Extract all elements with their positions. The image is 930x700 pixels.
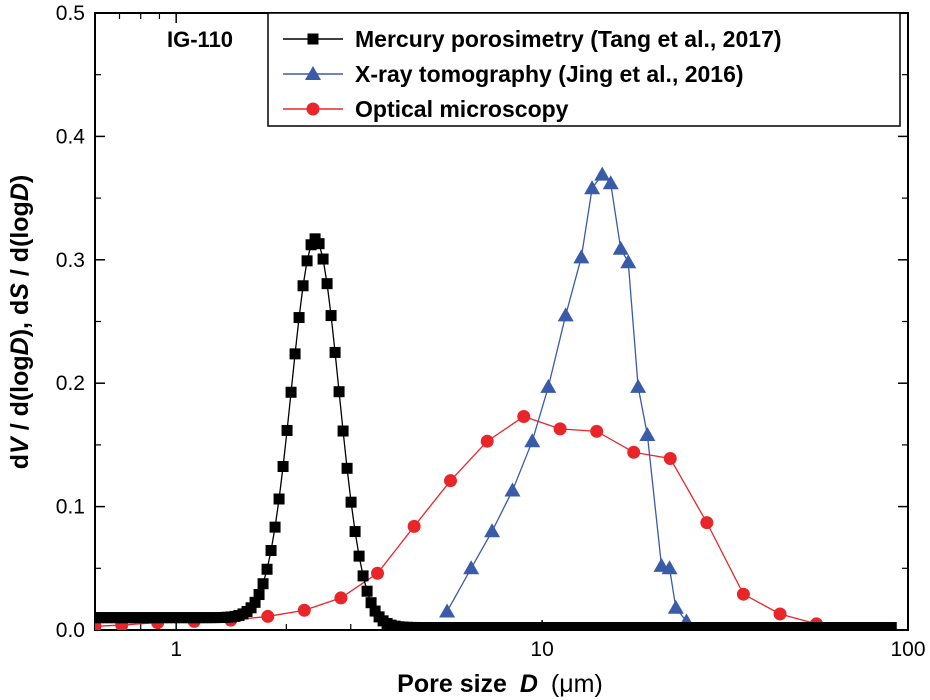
y-tick-label: 0.1 <box>56 496 85 519</box>
data-point <box>333 386 345 398</box>
x-tick-label: 10 <box>530 638 553 661</box>
data-point <box>325 310 337 322</box>
y-tick-label: 0.4 <box>56 125 86 148</box>
data-point <box>773 607 787 621</box>
legend-item: Mercury porosimetry (Tang et al., 2017) <box>283 26 782 52</box>
series-square <box>95 233 897 630</box>
data-point <box>365 597 377 609</box>
data-point <box>273 493 285 505</box>
data-point <box>602 175 619 190</box>
data-point <box>269 521 281 533</box>
data-point <box>484 523 501 538</box>
series-circle <box>95 410 897 630</box>
series-layer <box>95 166 897 630</box>
data-point <box>334 591 348 605</box>
data-point <box>341 462 353 474</box>
legend-box <box>267 12 901 127</box>
chart-annotation: IG-110 <box>167 27 233 52</box>
data-point <box>517 410 531 424</box>
data-point <box>337 425 349 437</box>
legend-label: X-ray tomography (Jing et al., 2016) <box>355 61 744 87</box>
data-point <box>885 622 897 630</box>
data-point <box>285 386 297 398</box>
data-point <box>557 307 574 322</box>
data-point <box>630 378 647 393</box>
series-line <box>95 415 890 630</box>
data-point <box>627 445 641 459</box>
data-point <box>639 427 656 442</box>
y-tick-label: 0.2 <box>56 372 85 395</box>
legend-marker <box>307 33 319 45</box>
data-point <box>369 605 381 617</box>
data-point <box>313 238 325 250</box>
data-point <box>553 422 567 436</box>
data-point <box>289 348 301 360</box>
data-point <box>361 585 373 597</box>
data-point <box>463 560 480 575</box>
data-point <box>444 474 458 488</box>
data-point <box>612 240 629 255</box>
series-triangle <box>439 166 695 628</box>
series-line <box>446 173 687 622</box>
x-tick-label: 1 <box>170 638 182 661</box>
data-point <box>540 378 557 393</box>
data-point <box>357 570 369 582</box>
data-point <box>317 253 329 265</box>
data-point <box>573 249 590 264</box>
y-axis-ticks: 0.0 0.1 0.2 0.3 0.4 0.5 <box>56 2 908 642</box>
legend-item: X-ray tomography (Jing et al., 2016) <box>283 61 744 87</box>
data-point <box>261 609 275 623</box>
y-axis-label: dV / d(logD), dS / d(logD) <box>6 175 34 469</box>
x-tick-label: 100 <box>890 638 925 661</box>
y-tick-label: 0.0 <box>56 619 85 642</box>
data-point <box>594 166 611 181</box>
data-point <box>249 596 261 608</box>
data-point <box>265 545 277 557</box>
data-point <box>305 239 317 251</box>
data-point <box>345 496 357 508</box>
data-point <box>257 578 269 590</box>
data-point <box>297 280 309 292</box>
data-point <box>736 587 750 601</box>
y-tick-label: 0.5 <box>56 2 85 25</box>
data-point <box>584 180 601 195</box>
legend-label: Mercury porosimetry (Tang et al., 2017) <box>355 26 782 52</box>
data-point <box>439 603 456 618</box>
data-point <box>329 346 341 358</box>
data-point <box>524 433 541 448</box>
data-point <box>661 560 678 575</box>
data-point <box>349 526 361 538</box>
data-point <box>663 451 677 465</box>
legend-label: Optical microscopy <box>355 96 569 122</box>
data-point <box>301 255 313 267</box>
data-point <box>407 519 421 533</box>
legend-marker <box>305 66 321 80</box>
legend-item: Optical microscopy <box>283 96 569 122</box>
data-point <box>667 599 684 614</box>
legend-marker <box>306 102 320 116</box>
data-point <box>261 563 273 575</box>
data-point <box>480 434 494 448</box>
legend: Mercury porosimetry (Tang et al., 2017) X… <box>267 12 901 127</box>
data-point <box>700 516 714 530</box>
series-line <box>95 237 892 629</box>
x-axis-label: Pore size D (μm) <box>397 670 603 698</box>
data-point <box>620 254 637 269</box>
data-point <box>281 424 293 436</box>
data-point <box>504 482 521 497</box>
data-point <box>353 550 365 562</box>
data-point <box>297 603 311 617</box>
data-point <box>293 312 305 324</box>
data-point <box>253 589 265 601</box>
data-point <box>321 278 333 290</box>
data-point <box>590 424 604 438</box>
data-point <box>371 566 385 580</box>
y-tick-label: 0.3 <box>56 249 85 272</box>
data-point <box>277 460 289 472</box>
